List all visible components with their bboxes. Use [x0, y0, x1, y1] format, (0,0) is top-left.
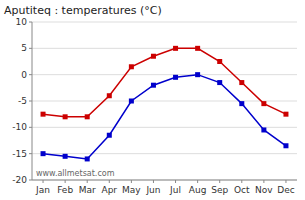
y-tick-label: 10: [16, 17, 28, 27]
grid: [32, 22, 297, 180]
series-line: [43, 75, 286, 159]
y-tick-label: -20: [12, 175, 27, 185]
y-axis: [32, 22, 33, 180]
marker: [107, 93, 112, 98]
marker: [129, 99, 134, 104]
grid-line: [32, 153, 297, 154]
x-tick: [263, 180, 264, 183]
annotation: www.allmetsat.com: [36, 169, 115, 178]
y-tick-label: -15: [12, 149, 27, 159]
series-line: [43, 48, 286, 116]
marker: [63, 114, 68, 119]
grid-line: [32, 101, 297, 102]
marker: [85, 156, 90, 161]
grid-line: [32, 48, 297, 49]
marker: [151, 54, 156, 59]
marker: [217, 59, 222, 64]
marker: [217, 80, 222, 85]
grid-line: [32, 22, 297, 23]
x-tick-label: Jun: [145, 185, 160, 195]
y-tick-label: 0: [21, 70, 27, 80]
x-tick-label: Jul: [169, 185, 181, 195]
x-tick-label: Apr: [102, 185, 118, 195]
x-tick-label: May: [122, 185, 141, 195]
marker: [129, 64, 134, 69]
x-tick: [65, 180, 66, 183]
marker: [63, 154, 68, 159]
marker: [261, 127, 266, 132]
x-tick: [219, 180, 220, 183]
x-tick: [109, 180, 110, 183]
marker: [85, 114, 90, 119]
x-tick-label: Feb: [57, 185, 73, 195]
marker: [41, 112, 46, 117]
x-tick-label: Sep: [211, 185, 228, 195]
x-axis: [32, 180, 297, 181]
marker: [239, 80, 244, 85]
marker: [151, 83, 156, 88]
x-tick-label: Dec: [277, 185, 294, 195]
x-tick-label: Jan: [35, 185, 50, 195]
x-tick-label: Aug: [189, 185, 207, 195]
marker: [41, 151, 46, 156]
marker: [195, 72, 200, 77]
marker: [173, 75, 178, 80]
y-tick-label: 5: [21, 43, 27, 53]
y-tick-label: -5: [18, 96, 27, 106]
x-tick: [131, 180, 132, 183]
title: Aputiteq : temperatures (°C): [4, 4, 162, 17]
x-tick-label: Mar: [79, 185, 96, 195]
x-tick: [197, 180, 198, 183]
grid-line: [32, 74, 297, 75]
x-tick: [285, 180, 286, 183]
marker: [195, 46, 200, 51]
chart: Aputiteq : temperatures (°C) -20 -15 -10 -5 0…: [0, 0, 305, 200]
marker: [239, 101, 244, 106]
x-tick: [87, 180, 88, 183]
marker: [107, 133, 112, 138]
x-tick: [43, 180, 44, 183]
marker: [283, 143, 288, 148]
x-tick-label: Nov: [255, 185, 273, 195]
x-tick: [153, 180, 154, 183]
marker: [173, 46, 178, 51]
x-tick-label: Oct: [234, 185, 250, 195]
marker: [261, 101, 266, 106]
x-tick: [241, 180, 242, 183]
marker: [283, 112, 288, 117]
y-tick-label: -10: [12, 122, 27, 132]
plot-area: [41, 46, 289, 162]
grid-line: [32, 127, 297, 128]
grid-line: [32, 180, 297, 181]
x-tick: [175, 180, 176, 183]
